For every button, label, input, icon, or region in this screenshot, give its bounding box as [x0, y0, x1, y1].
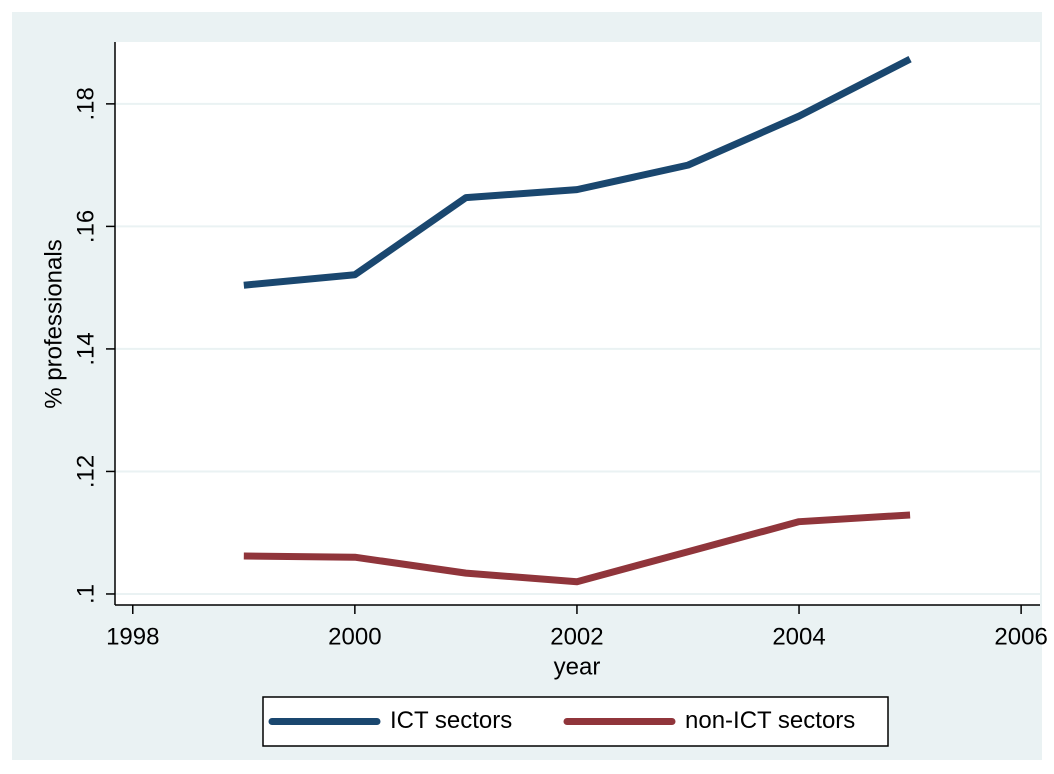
x-tick-label: 2004: [772, 623, 825, 650]
x-tick-label: 2002: [550, 623, 603, 650]
x-tick-label: 1998: [106, 623, 159, 650]
legend-label: non-ICT sectors: [685, 707, 855, 734]
y-tick-label: .12: [72, 455, 99, 488]
x-tick-label: 2000: [328, 623, 381, 650]
y-tick-label: .14: [72, 332, 99, 365]
series-line: [243, 56, 912, 289]
y-tick-label: .1: [72, 584, 99, 604]
series-line: [243, 511, 911, 586]
legend-label: ICT sectors: [390, 707, 512, 734]
plot-area: [115, 42, 1040, 605]
x-axis-label: year: [554, 653, 601, 680]
y-tick-label: .16: [72, 210, 99, 243]
x-tick-label: 2006: [994, 623, 1047, 650]
y-tick-label: .18: [72, 87, 99, 120]
y-axis-label: % professionals: [40, 239, 67, 408]
